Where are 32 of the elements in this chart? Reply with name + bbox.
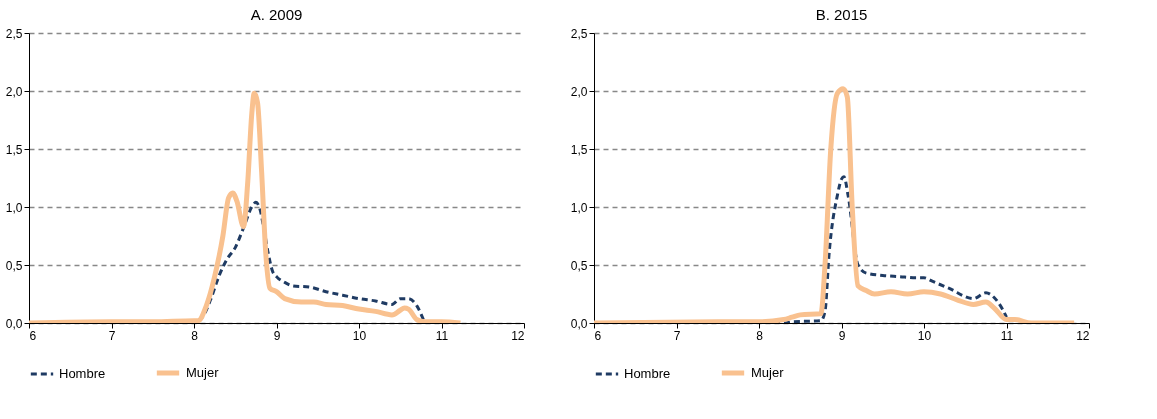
legend-label: Mujer (751, 365, 785, 380)
x-tick-label: 7 (108, 328, 116, 343)
x-tick-label: 12 (1076, 328, 1090, 343)
y-tick-label: 0,0 (5, 316, 23, 331)
legend-label: Hombre (59, 366, 106, 381)
x-tick-label: 10 (917, 328, 932, 343)
chart-title: A. 2009 (250, 6, 303, 23)
y-tick-label: 2,0 (570, 84, 588, 99)
x-tick-label: 9 (273, 328, 281, 343)
y-tick-label: 2,5 (570, 26, 588, 41)
y-tick-label: 2,5 (5, 26, 23, 41)
legend-label: Mujer (186, 365, 220, 380)
legend-label: Hombre (624, 366, 671, 381)
y-tick-label: 0,0 (570, 316, 588, 331)
y-tick-label: 1,0 (570, 200, 588, 215)
chart-title: B. 2015 (815, 6, 868, 23)
x-tick-label: 6 (594, 328, 602, 343)
y-tick-label: 0,5 (5, 258, 23, 273)
y-tick-label: 1,0 (5, 200, 23, 215)
x-tick-label: 9 (838, 328, 846, 343)
y-tick-label: 2,0 (5, 84, 23, 99)
x-tick-label: 12 (511, 328, 525, 343)
x-tick-label: 11 (435, 328, 449, 343)
y-tick-label: 1,5 (5, 142, 23, 157)
x-tick-label: 11 (1000, 328, 1014, 343)
y-tick-label: 1,5 (570, 142, 588, 157)
y-tick-label: 0,5 (570, 258, 588, 273)
x-tick-label: 8 (756, 328, 764, 343)
x-tick-label: 10 (352, 328, 367, 343)
x-tick-label: 8 (191, 328, 199, 343)
x-tick-label: 7 (673, 328, 681, 343)
x-tick-label: 6 (29, 328, 37, 343)
